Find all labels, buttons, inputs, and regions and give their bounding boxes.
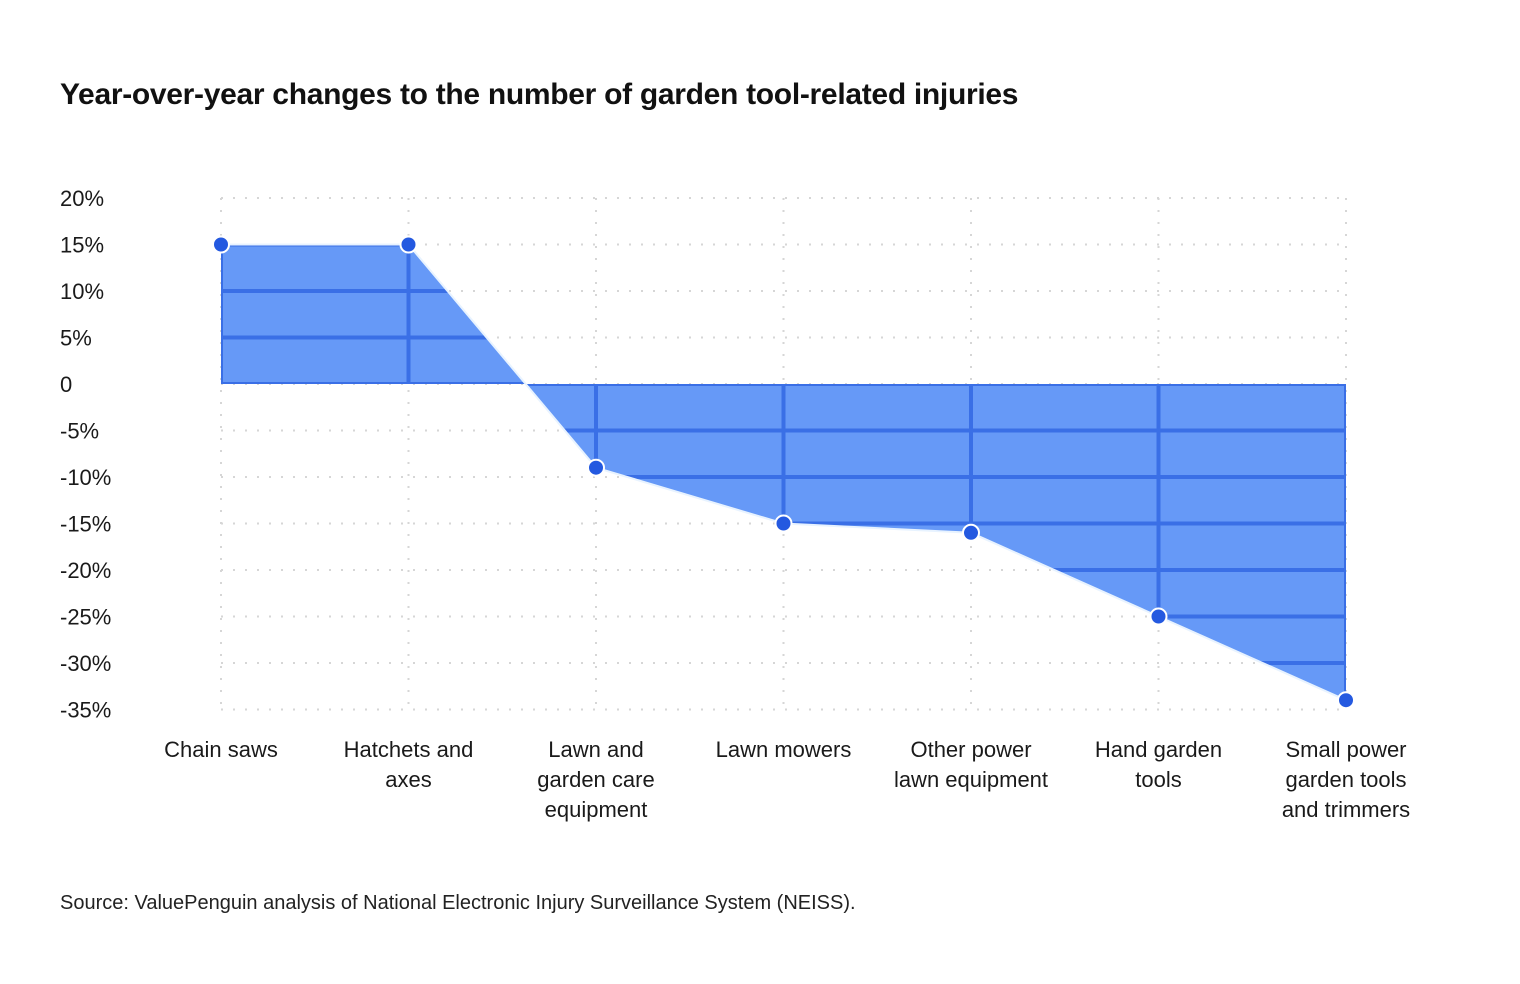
x-tick-label-line: garden care bbox=[537, 767, 654, 792]
y-tick-label: -15% bbox=[60, 512, 111, 537]
x-tick-label: Lawn and garden care equipment bbox=[537, 737, 654, 822]
x-tick-label-line: lawn equipment bbox=[894, 767, 1048, 792]
y-tick-label: -10% bbox=[60, 465, 111, 490]
data-point-marker bbox=[399, 235, 418, 254]
x-axis-tick-labels: Chain saws Hatchets and axes Lawn and garden… bbox=[164, 737, 1410, 822]
y-tick-label: 10% bbox=[60, 279, 104, 304]
x-tick-label: Chain saws bbox=[164, 737, 278, 762]
x-tick-label-line: and trimmers bbox=[1282, 797, 1410, 822]
y-tick-label: -30% bbox=[60, 651, 111, 676]
data-point-marker bbox=[587, 458, 605, 477]
source-note: Source: ValuePenguin analysis of Nationa… bbox=[60, 892, 856, 914]
data-point-marker bbox=[774, 514, 793, 533]
x-tick-label: Lawn mowers bbox=[716, 737, 852, 762]
x-tick-label-line: Lawn mowers bbox=[716, 737, 852, 762]
x-tick-label: Other power lawn equipment bbox=[894, 737, 1048, 792]
y-tick-label: 20% bbox=[60, 186, 104, 211]
x-tick-label-line: Chain saws bbox=[164, 737, 278, 762]
data-point-marker bbox=[1149, 607, 1168, 626]
data-point-marker bbox=[1337, 691, 1355, 710]
x-tick-label-line: Other power bbox=[910, 737, 1031, 762]
x-tick-label: Hatchets and axes bbox=[344, 737, 474, 792]
data-point-marker bbox=[962, 523, 980, 542]
x-tick-label-line: equipment bbox=[545, 797, 648, 822]
x-tick-label-line: Hatchets and bbox=[344, 737, 474, 762]
data-point-marker bbox=[212, 235, 230, 254]
x-tick-label-line: tools bbox=[1135, 767, 1181, 792]
x-tick-label-line: Small power bbox=[1285, 737, 1406, 762]
y-axis-tick-labels: 20% 15% 10% 5% 0 -5% -10% -15% -20% -25% -30% -35% bbox=[60, 186, 111, 723]
y-tick-label: -5% bbox=[60, 419, 99, 444]
y-tick-label: -25% bbox=[60, 605, 111, 630]
y-tick-label: -35% bbox=[60, 698, 111, 723]
y-tick-label: 5% bbox=[60, 326, 92, 351]
chart-title: Year-over-year changes to the number of … bbox=[60, 78, 1019, 111]
data-markers bbox=[212, 235, 1355, 710]
y-tick-label: -20% bbox=[60, 558, 111, 583]
x-tick-label-line: Lawn and bbox=[548, 737, 643, 762]
x-tick-label-line: axes bbox=[385, 767, 431, 792]
x-tick-label-line: Hand garden bbox=[1095, 737, 1222, 762]
area-chart: 20%15%10%5%0-5%-10%-15%-20%-25%-30%-35% … bbox=[60, 186, 1410, 822]
y-tick-label: 0 bbox=[60, 372, 72, 397]
y-tick-label: 15% bbox=[60, 233, 104, 258]
x-tick-label-line: garden tools bbox=[1285, 767, 1406, 792]
x-tick-label: Small power garden tools and trimmers bbox=[1282, 737, 1410, 822]
x-tick-label: Hand garden tools bbox=[1095, 737, 1222, 792]
